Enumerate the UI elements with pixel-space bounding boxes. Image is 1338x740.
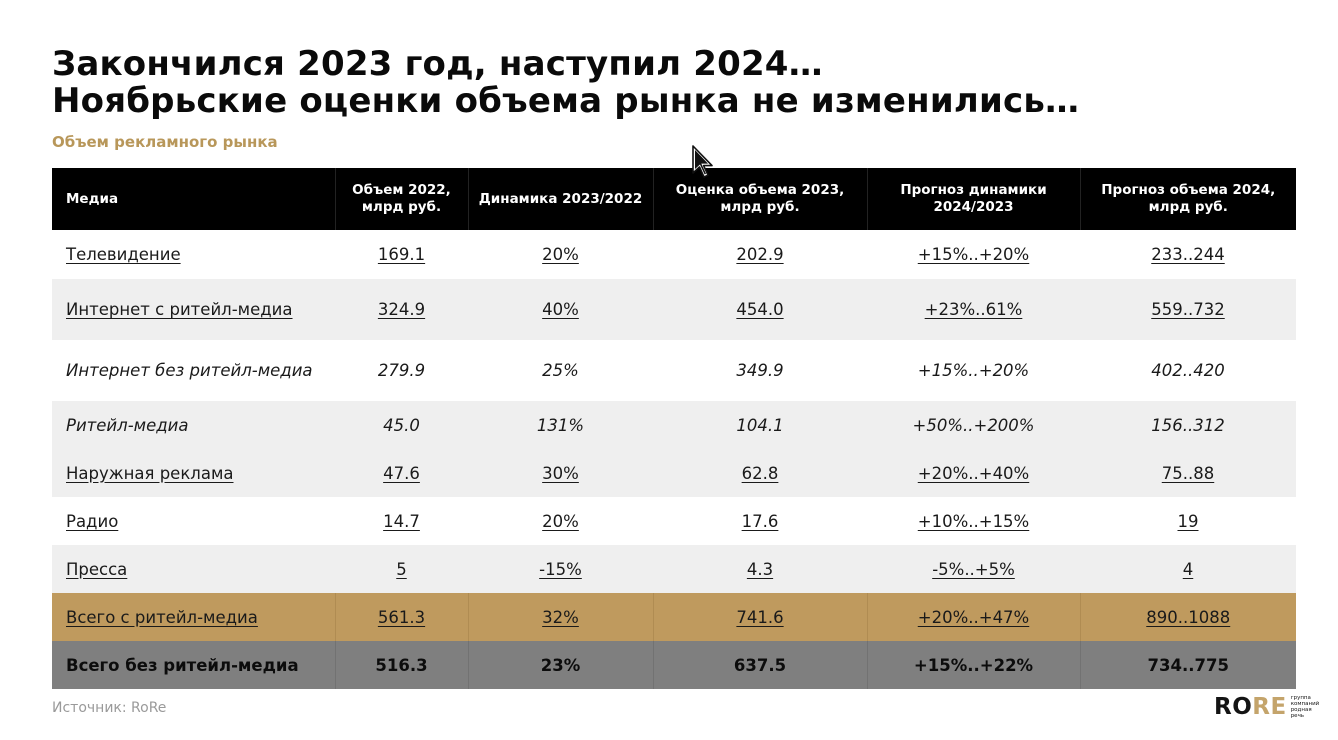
header-volume-2023: Оценка объема 2023, млрд руб. [653, 168, 868, 230]
table-cell: +15%..+20% [867, 340, 1080, 401]
table-cell: 279.9 [335, 340, 468, 401]
table-cell[interactable]: 169.1 [377, 245, 426, 264]
table-row-total: Всего с ритейл-медиа 561.3 32% 741.6 +20… [52, 593, 1296, 641]
table-cell[interactable]: 741.6 [736, 607, 784, 627]
table-cell[interactable]: 75..88 [1161, 463, 1215, 483]
table-row: Радио 14.7 20% 17.6 +10%..+15% 19 [52, 497, 1296, 545]
table-row-total: Всего без ритейл-медиа 516.3 23% 637.5 +… [52, 641, 1296, 689]
table-cell[interactable]: 890..1088 [1146, 607, 1231, 627]
table-cell[interactable]: +10%..+15% [917, 511, 1030, 531]
row-label: Всего без ритейл-медиа [52, 641, 336, 689]
page-subtitle: Объем рекламного рынка [52, 133, 278, 151]
table-cell[interactable]: +20%..+40% [917, 463, 1030, 483]
title-line-2: Ноябрьские оценки объема рынка не измени… [52, 81, 1080, 121]
table-cell: 156..312 [1080, 401, 1296, 449]
table-cell[interactable]: 40% [542, 300, 579, 319]
table-cell[interactable]: 14.7 [383, 511, 420, 531]
table-cell: +15%..+22% [867, 641, 1081, 689]
market-table: Медиа Объем 2022, млрд руб. Динамика 202… [52, 168, 1296, 689]
header-media: Медиа [52, 168, 336, 230]
source-note: Источник: RoRe [52, 700, 167, 716]
table-cell[interactable]: -5%..+5% [932, 559, 1015, 579]
rore-logo: RORE группа компаний родная речь [1214, 693, 1321, 721]
table-cell: +50%..+200% [867, 401, 1080, 449]
row-label[interactable]: Радио [66, 511, 119, 531]
table-cell[interactable]: 454.0 [736, 300, 784, 319]
table-cell[interactable]: 20% [542, 245, 579, 264]
header-growth-forecast-2024: Прогноз динамики 2024/2023 [867, 168, 1081, 230]
table-cell[interactable]: +23%..61% [924, 300, 1023, 319]
table-cell[interactable]: +15%..+20% [917, 245, 1030, 264]
table-cell: 25% [468, 340, 653, 401]
table-row: Интернет с ритейл-медиа 324.9 40% 454.0 … [52, 279, 1296, 340]
table-row: Телевидение 169.1 20% 202.9 +15%..+20% 2… [52, 230, 1296, 279]
table-cell: 516.3 [335, 641, 469, 689]
table-row: Интернет без ритейл-медиа 279.9 25% 349.… [52, 340, 1296, 401]
header-growth-2023: Динамика 2023/2022 [468, 168, 654, 230]
row-label: Ритейл-медиа [52, 401, 335, 449]
page-title: Закончился 2023 год, наступил 2024… Нояб… [52, 46, 1079, 120]
table-cell[interactable]: 559..732 [1151, 300, 1225, 319]
table-row: Ритейл-медиа 45.0 131% 104.1 +50%..+200%… [52, 401, 1296, 449]
table-cell[interactable]: 32% [542, 607, 579, 627]
table-row: Пресса 5 -15% 4.3 -5%..+5% 4 [52, 545, 1296, 593]
table-cell[interactable]: 561.3 [377, 607, 426, 627]
table-cell[interactable]: +20%..+47% [917, 607, 1030, 627]
table-cell[interactable]: 4.3 [746, 559, 774, 579]
row-label[interactable]: Всего с ритейл-медиа [66, 607, 258, 627]
table-cell: 402..420 [1080, 340, 1296, 401]
table-cell: 734..775 [1080, 641, 1296, 689]
header-volume-forecast-2024: Прогноз объема 2024, млрд руб. [1080, 168, 1296, 230]
table-cell[interactable]: 233..244 [1151, 245, 1225, 264]
table-cell[interactable]: 202.9 [736, 245, 784, 264]
mouse-pointer-icon [692, 145, 713, 178]
logo-tagline: группа компаний родная речь [1290, 695, 1320, 719]
table-cell[interactable]: 17.6 [741, 511, 779, 531]
row-label[interactable]: Наружная реклама [66, 463, 234, 483]
table-cell[interactable]: 324.9 [377, 300, 426, 319]
table-cell: 45.0 [335, 401, 468, 449]
row-label[interactable]: Интернет с ритейл-медиа [66, 300, 293, 319]
title-line-1: Закончился 2023 год, наступил 2024… [52, 44, 823, 84]
table-cell: 637.5 [653, 641, 868, 689]
row-label[interactable]: Пресса [66, 559, 128, 579]
header-volume-2022: Объем 2022, млрд руб. [335, 168, 469, 230]
table-cell: 23% [468, 641, 654, 689]
table-row: Наружная реклама 47.6 30% 62.8 +20%..+40… [52, 449, 1296, 497]
table-cell: 104.1 [653, 401, 867, 449]
table-cell[interactable]: 30% [542, 463, 579, 483]
row-label[interactable]: Телевидение [66, 245, 181, 264]
table-cell[interactable]: 20% [542, 511, 579, 531]
logo-wordmark: RORE [1214, 694, 1287, 720]
table-cell[interactable]: 19 [1177, 511, 1199, 531]
table-cell: 349.9 [653, 340, 867, 401]
table-cell[interactable]: 47.6 [383, 463, 420, 483]
table-cell[interactable]: 5 [396, 559, 407, 579]
table-cell[interactable]: 4 [1182, 559, 1194, 579]
table-header-row: Медиа Объем 2022, млрд руб. Динамика 202… [52, 168, 1296, 230]
table-cell[interactable]: 62.8 [741, 463, 779, 483]
row-label: Интернет без ритейл-медиа [52, 340, 335, 401]
table-cell[interactable]: -15% [539, 559, 582, 579]
table-cell: 131% [468, 401, 653, 449]
